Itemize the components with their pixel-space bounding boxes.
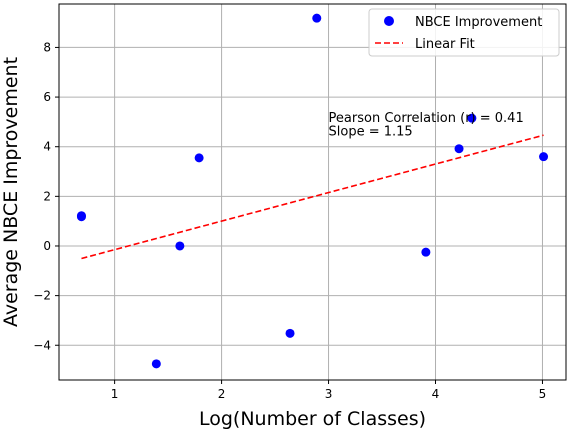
y-tick-label: 0 — [43, 239, 51, 253]
legend-marker-nbce-improvement — [384, 16, 394, 26]
data-point — [539, 152, 549, 162]
data-point — [454, 144, 464, 154]
grid-lines — [59, 4, 566, 380]
data-point — [76, 211, 86, 221]
y-tick-label: 6 — [43, 90, 51, 104]
slope-annotation: Slope = 1.15 — [329, 124, 413, 139]
pearson-annotation: Pearson Correlation (r) = 0.41 — [329, 111, 524, 126]
x-axis-label: Log(Number of Classes) — [199, 408, 426, 430]
legend-label-nbce-improvement: NBCE Improvement — [415, 15, 542, 30]
data-point — [194, 153, 204, 163]
legend-label-linear-fit: Linear Fit — [415, 37, 475, 52]
legend: NBCE Improvement Linear Fit — [368, 8, 560, 57]
data-point — [285, 328, 295, 338]
x-tick-label: 2 — [218, 387, 226, 401]
y-axis-ticks: −4 −2 0 2 4 6 8 — [33, 40, 59, 352]
linear-fit-layer — [81, 134, 544, 260]
y-tick-label: −4 — [33, 338, 51, 352]
y-tick-label: −2 — [33, 289, 51, 303]
data-point — [175, 241, 185, 251]
x-tick-label: 4 — [432, 387, 440, 401]
scatter-points-layer — [76, 13, 549, 369]
data-point — [467, 113, 477, 123]
x-tick-label: 1 — [111, 387, 119, 401]
x-axis-ticks: 1 2 3 4 5 — [111, 380, 546, 401]
y-tick-label: 8 — [43, 40, 51, 54]
plot-area — [58, 3, 567, 381]
y-tick-label: 2 — [43, 189, 51, 203]
legend-box — [368, 8, 560, 57]
data-point — [151, 359, 161, 369]
data-point — [312, 13, 322, 23]
linear-fit-line — [81, 134, 544, 260]
y-tick-label: 4 — [43, 140, 51, 154]
y-axis-label: Average NBCE Improvement — [0, 57, 22, 327]
data-point — [421, 247, 431, 257]
x-tick-label: 5 — [539, 387, 547, 401]
x-tick-label: 3 — [325, 387, 333, 401]
